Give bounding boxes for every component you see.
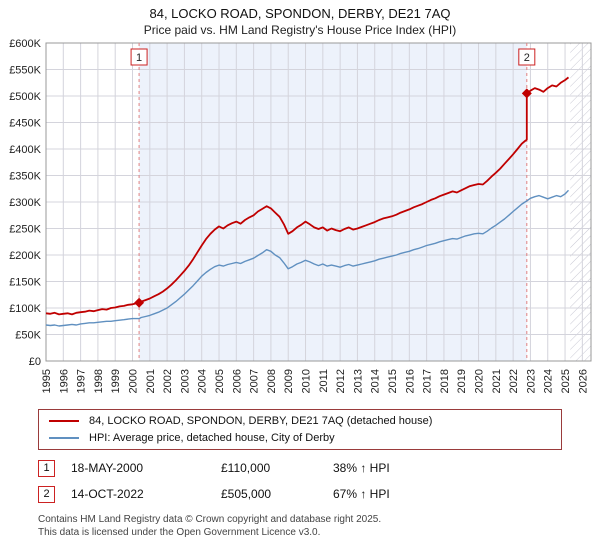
y-tick-label: £500K: [9, 91, 41, 103]
legend-item-property: 84, LOCKO ROAD, SPONDON, DERBY, DE21 7AQ…: [49, 415, 551, 427]
x-tick-label: 2022: [508, 369, 520, 393]
x-tick-label: 2016: [404, 369, 416, 393]
plot-border: [45, 42, 592, 362]
legend-label-hpi: HPI: Average price, detached house, City…: [89, 432, 335, 444]
x-tick-label: 2001: [145, 369, 157, 393]
x-tick-label: 2002: [162, 369, 174, 393]
x-tick-label: 2008: [266, 369, 278, 393]
y-tick-label: £100K: [9, 303, 41, 315]
price-chart: 1 2 £0 £50K £100K £150K £200K £250K £300K £350K £4…: [0, 37, 600, 409]
sales-table: 1 18-MAY-2000 £110,000 38% ↑ HPI 2 14-OC…: [38, 459, 562, 503]
y-tick-label: £50K: [15, 330, 41, 342]
legend-line-property: [49, 420, 79, 422]
x-tick-label: 2021: [491, 369, 503, 393]
series-hpi-line: [45, 189, 570, 327]
y-tick-label: £400K: [9, 144, 41, 156]
sale-2-number-badge: 2: [38, 485, 55, 503]
x-tick-label: 2015: [387, 369, 399, 393]
y-tick-label: £250K: [9, 224, 41, 236]
table-row-sale-1: 1 18-MAY-2000 £110,000 38% ↑ HPI: [38, 459, 562, 477]
x-tick-label: 2026: [577, 369, 589, 393]
x-tick-label: 2004: [197, 369, 209, 393]
sale-2-date: 14-OCT-2022: [71, 487, 144, 501]
y-tick-label: £550K: [9, 65, 41, 77]
sale-marker-box: [130, 48, 148, 66]
y-tick-label: £150K: [9, 277, 41, 289]
price-chart-svg: 1 2 £0 £50K £100K £150K £200K £250K £300K £350K £4…: [9, 38, 592, 393]
sale-marker-number: 2: [524, 52, 530, 64]
series-property-line: [45, 76, 570, 316]
sale-marker-box: [518, 48, 536, 66]
chart-title: 84, LOCKO ROAD, SPONDON, DERBY, DE21 7AQ: [149, 6, 451, 21]
x-tick-label: 2009: [283, 369, 295, 393]
y-tick-label: £0: [29, 356, 41, 368]
legend-label-property: 84, LOCKO ROAD, SPONDON, DERBY, DE21 7AQ…: [89, 415, 433, 427]
footer-copyright: Contains HM Land Registry data © Crown c…: [38, 514, 382, 525]
chart-subtitle: Price paid vs. HM Land Registry's House …: [143, 23, 457, 37]
sale-marker-number: 1: [136, 52, 142, 64]
x-tick-label: 1998: [93, 369, 105, 393]
footer: Contains HM Land Registry data © Crown c…: [38, 513, 562, 539]
x-tick-label: 2013: [352, 369, 364, 393]
x-tick-label: 2003: [179, 369, 191, 393]
x-tick-label: 1997: [76, 369, 88, 393]
x-tick-label: 1995: [41, 369, 53, 393]
y-tick-label: £600K: [9, 38, 41, 50]
sale-2-hpi-delta: 67% ↑ HPI: [333, 487, 390, 501]
y-tick-label: £350K: [9, 171, 41, 183]
sale-1-hpi-delta: 38% ↑ HPI: [333, 461, 390, 475]
x-tick-label: 2018: [439, 369, 451, 393]
x-tick-label: 2017: [422, 369, 434, 393]
x-tick-label: 2024: [543, 369, 555, 393]
x-tick-label: 1999: [110, 369, 122, 393]
x-tick-label: 2019: [456, 369, 468, 393]
sale-1-date: 18-MAY-2000: [71, 461, 144, 475]
y-tick-label: £200K: [9, 250, 41, 262]
x-tick-label: 2023: [525, 369, 537, 393]
x-tick-label: 1996: [58, 369, 70, 393]
sale-point-diamond: [521, 88, 532, 99]
sale-point-diamond: [134, 297, 145, 308]
x-tick-label: 2020: [474, 369, 486, 393]
y-tick-label: £300K: [9, 197, 41, 209]
x-tick-label: 2025: [560, 369, 572, 393]
x-tick-label: 2012: [335, 369, 347, 393]
legend: 84, LOCKO ROAD, SPONDON, DERBY, DE21 7AQ…: [38, 409, 562, 450]
sale-2-price: £505,000: [221, 487, 272, 501]
x-tick-label: 2011: [318, 369, 330, 393]
x-tick-label: 2006: [231, 369, 243, 393]
x-tick-label: 2014: [370, 369, 382, 393]
x-tick-label: 2005: [214, 369, 226, 393]
sale-1-number-badge: 1: [38, 459, 55, 477]
sale-1-price: £110,000: [221, 461, 271, 475]
y-tick-label: £450K: [9, 118, 41, 130]
footer-licence: This data is licensed under the Open Gov…: [38, 527, 321, 538]
legend-line-hpi: [49, 437, 79, 439]
x-tick-label: 2010: [301, 369, 313, 393]
table-row-sale-2: 2 14-OCT-2022 £505,000 67% ↑ HPI: [38, 485, 562, 503]
legend-item-hpi: HPI: Average price, detached house, City…: [49, 432, 551, 444]
x-tick-label: 2000: [128, 369, 140, 393]
x-tick-label: 2007: [249, 369, 261, 393]
page: 84, LOCKO ROAD, SPONDON, DERBY, DE21 7AQ…: [0, 6, 600, 539]
